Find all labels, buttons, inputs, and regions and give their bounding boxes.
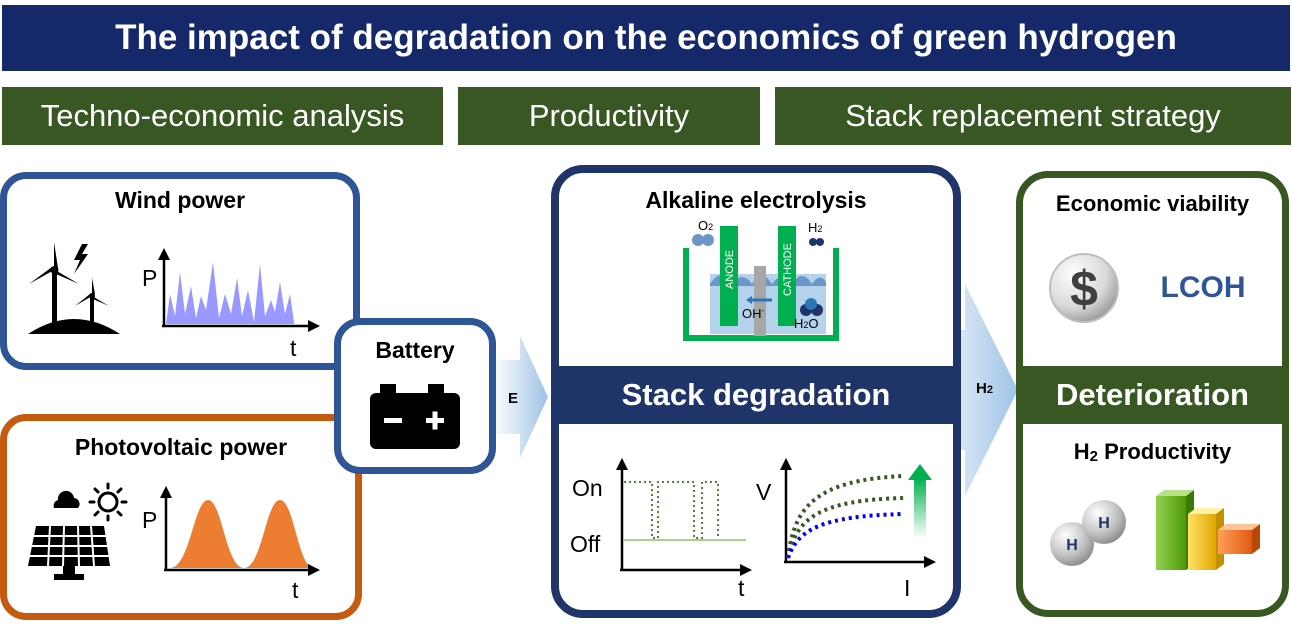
pv-y-label: P <box>142 507 157 533</box>
solar-panel-icon <box>28 482 128 580</box>
pv-power-box <box>0 414 362 620</box>
wind-turbine-icon <box>28 242 120 334</box>
vi-y-label: V <box>756 479 772 505</box>
off-label: Off <box>570 531 601 557</box>
anode-label: ANODE <box>724 250 736 289</box>
topic-productivity: Productivity <box>458 87 760 145</box>
on-label: On <box>572 475 603 501</box>
polarization-curve-3 <box>786 512 905 559</box>
topic-stack-replacement: Stack replacement strategy <box>775 87 1291 145</box>
electrolyzer-diagram: ANODE CATHODE O2 H2 OH- H2O <box>683 218 839 341</box>
on-off-dotted-series <box>624 481 719 539</box>
wind-y-label: P <box>142 265 157 291</box>
lcoh-label: LCOH <box>1160 271 1246 304</box>
wind-power-title: Wind power <box>114 186 246 213</box>
pv-power-series <box>170 500 314 568</box>
wind-power-series <box>166 262 294 324</box>
h2-label: H2 <box>808 220 822 235</box>
atom-label-right: H <box>1098 515 1110 532</box>
stack-degradation-banner: Stack degradation <box>559 366 953 424</box>
cathode-label: CATHODE <box>782 243 794 296</box>
h2o-label: H2O <box>794 316 819 331</box>
page-title: The impact of degradation on the economi… <box>2 5 1290 71</box>
pv-power-chart: P t <box>142 486 320 603</box>
battery-title: Battery <box>375 336 455 363</box>
polarization-chart: V I <box>756 458 936 601</box>
pv-power-title: Photovoltaic power <box>74 433 288 460</box>
bar-green <box>1156 496 1186 570</box>
hydrogen-arrow-label: H2 <box>976 380 993 397</box>
dollar-symbol: $ <box>1070 261 1098 317</box>
increase-arrow-head <box>908 464 932 480</box>
polarization-curve-2 <box>786 496 905 559</box>
increase-arrow-shaft <box>914 478 926 538</box>
wind-x-label: t <box>290 335 297 360</box>
atom-label-left: H <box>1066 537 1078 554</box>
energy-arrow <box>493 336 548 458</box>
battery-icon <box>370 384 460 449</box>
on-off-chart: On Off t <box>570 458 752 601</box>
wind-power-box <box>0 172 360 370</box>
energy-arrow-label: E <box>507 389 518 407</box>
hydrogen-atom-right <box>1082 500 1126 544</box>
polarization-curve-1 <box>786 474 905 559</box>
vi-x-label: I <box>904 575 910 601</box>
topic-techno-economic: Techno-economic analysis <box>2 87 443 145</box>
hydrogen-atom-left <box>1050 522 1094 566</box>
onoff-x-label: t <box>738 575 745 601</box>
o2-label: O2 <box>698 218 713 233</box>
pv-x-label: t <box>292 577 299 603</box>
electrolysis-title: Alkaline electrolysis <box>645 186 867 213</box>
bar-orange <box>1218 530 1252 554</box>
deterioration-banner: Deterioration <box>1022 366 1283 424</box>
economic-viability-title: Economic viability <box>1055 191 1250 216</box>
oh-label: OH- <box>742 306 765 321</box>
wind-power-chart: P t <box>142 248 320 360</box>
bar-yellow <box>1188 514 1216 570</box>
dollar-coin-icon: $ <box>1049 253 1119 323</box>
hydrogen-arrow <box>958 284 1018 496</box>
h2-molecule-and-bar-icon: H H <box>1050 490 1260 570</box>
